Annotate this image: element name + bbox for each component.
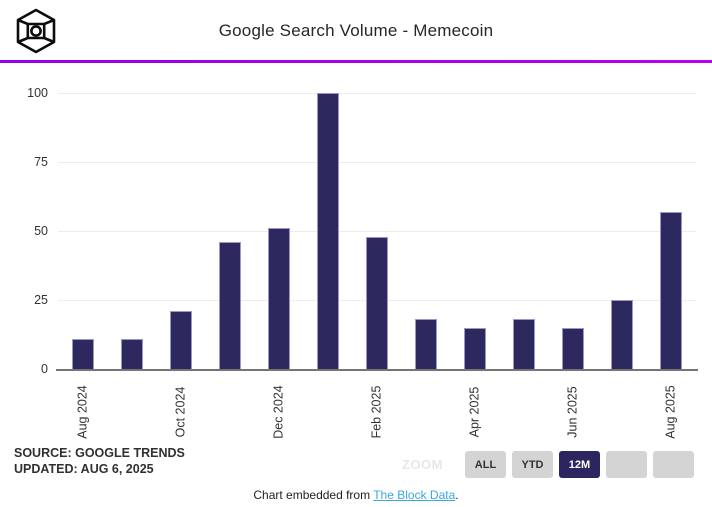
x-axis-line [56,369,698,371]
bar-aug-2024[interactable] [71,338,94,369]
footer-suffix: . [455,488,459,502]
bar-apr-2025[interactable] [464,327,487,369]
gridline-75 [58,162,696,163]
the-block-logo [14,8,58,54]
page-title: Google Search Volume - Memecoin [218,21,494,40]
x-axis-label-oct-2024: Oct 2024 [173,386,188,438]
bar-aug-2025[interactable] [660,211,683,369]
bar-feb-2025[interactable] [366,236,388,369]
x-axis-label-apr-2025: Apr 2025 [467,386,482,438]
accent-divider [0,60,712,63]
y-axis-label-100: 100 [27,86,48,100]
source-note: SOURCE: GOOGLE TRENDS UPDATED: AUG 6, 20… [14,446,185,477]
y-axis-label-50: 50 [34,224,48,238]
bar-may-2025[interactable] [513,319,536,369]
y-axis-label-25: 25 [34,293,48,307]
range-selector: ALL YTD 12M [465,451,694,478]
x-axis-label-feb-2025: Feb 2025 [369,385,384,439]
footer-prefix: Chart embedded from [253,488,374,502]
gridline-50 [58,231,696,232]
y-axis-label-75: 75 [34,155,48,169]
source-line: SOURCE: GOOGLE TRENDS [14,446,185,460]
y-axis-label-0: 0 [41,362,48,376]
bar-dec-2024[interactable] [267,228,290,369]
range-button-blank-3[interactable] [606,451,647,478]
range-button-all[interactable]: ALL [465,451,506,478]
updated-line: UPDATED: AUG 6, 2025 [14,461,154,476]
bar-nov-2024[interactable] [218,242,241,369]
bar-jun-2025[interactable] [562,327,585,369]
footer-note: Chart embedded from The Block Data. [0,488,712,502]
range-button-blank-4[interactable] [653,451,694,478]
bar-mar-2025[interactable] [415,319,438,369]
x-axis-label-dec-2024: Dec 2024 [271,385,286,439]
x-axis-label-aug-2025: Aug 2025 [663,385,678,439]
range-button-ytd[interactable]: YTD [512,451,553,478]
cube-logo-icon [16,8,56,54]
the-block-data-link[interactable]: The Block Data [373,488,456,502]
bar-oct-2024[interactable] [169,311,192,369]
gridline-100 [58,93,696,94]
x-axis-label-jun-2025: Jun 2025 [565,386,580,438]
x-axis-label-aug-2024: Aug 2024 [75,385,90,439]
bar-jan-2025[interactable] [316,93,339,369]
bar-jul-2025[interactable] [611,300,634,369]
bar-sep-2024[interactable] [120,338,143,369]
bar-chart: 0 25 50 75 100 Aug 2024 Oct 2024 Dec 2024 Feb 20… [27,86,698,439]
range-button-12m[interactable]: 12M [559,451,600,478]
zoom-label: ZOOM [402,457,443,472]
